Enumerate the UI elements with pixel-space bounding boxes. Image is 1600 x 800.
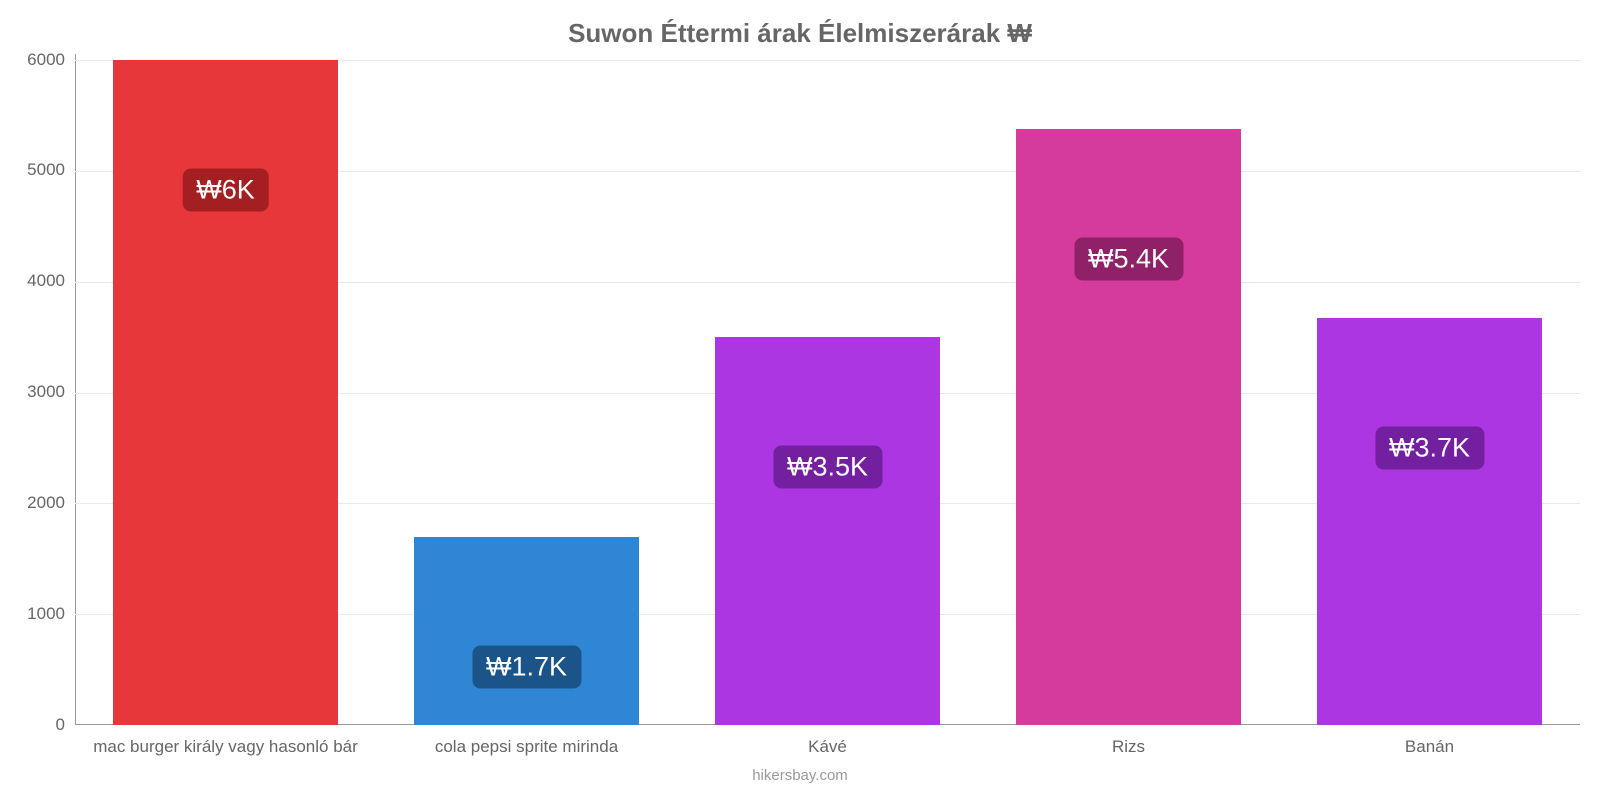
bar — [113, 60, 339, 725]
bar — [715, 337, 941, 725]
y-axis-line — [75, 54, 76, 725]
chart-title: Suwon Éttermi árak Élelmiszerárak ₩ — [0, 18, 1600, 49]
value-badge: ₩3.7K — [1375, 427, 1484, 470]
x-tick-label: Banán — [1279, 737, 1580, 757]
value-badge: ₩3.5K — [773, 446, 882, 489]
x-tick-label: mac burger király vagy hasonló bár — [75, 737, 376, 757]
y-tick-label: 5000 — [27, 160, 65, 180]
x-tick-label: cola pepsi sprite mirinda — [376, 737, 677, 757]
bar — [414, 537, 640, 725]
bar — [1317, 318, 1543, 725]
y-tick-label: 1000 — [27, 604, 65, 624]
y-tick-label: 0 — [56, 715, 65, 735]
y-tick-label: 4000 — [27, 271, 65, 291]
x-tick-label: Kávé — [677, 737, 978, 757]
y-tick-label: 6000 — [27, 50, 65, 70]
bar-chart: Suwon Éttermi árak Élelmiszerárak ₩ ₩6K₩… — [0, 0, 1600, 800]
chart-source-label: hikersbay.com — [0, 767, 1600, 784]
value-badge: ₩5.4K — [1074, 237, 1183, 280]
y-tick-label: 2000 — [27, 493, 65, 513]
plot-area: ₩6K ₩1.7K ₩3.5K ₩5.4K ₩3.7K — [75, 60, 1580, 725]
bar — [1016, 129, 1242, 725]
value-badge: ₩1.7K — [472, 645, 581, 688]
value-badge: ₩6K — [182, 169, 269, 212]
y-tick-label: 3000 — [27, 382, 65, 402]
x-tick-label: Rizs — [978, 737, 1279, 757]
